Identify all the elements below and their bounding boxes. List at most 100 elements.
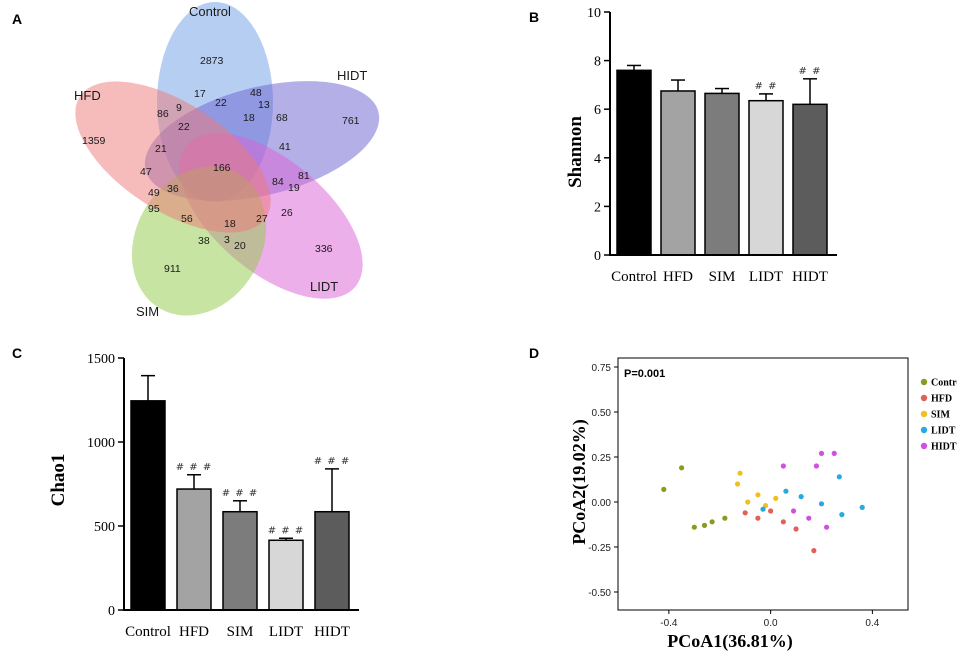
pcoa-plot-frame [617, 357, 909, 611]
pcoa-point-control [722, 515, 728, 521]
pcoa-x-tick-label: -0.4 [660, 618, 678, 629]
pcoa-point-hfd [742, 510, 748, 516]
b-category-label: Control [611, 269, 657, 285]
b-category-label: HFD [663, 269, 693, 285]
pcoa-y-tick-label: 0.75 [592, 363, 612, 374]
venn-value: 166 [213, 162, 231, 174]
c-category-label: LIDT [269, 624, 303, 640]
c-category-label: SIM [227, 624, 254, 640]
venn-label-hidt: HIDT [337, 68, 367, 83]
venn-value: 9 [176, 102, 182, 114]
pcoa-point-lidt [783, 488, 789, 494]
b-y-tick-label: 4 [594, 152, 601, 167]
legend-marker-hidt [920, 442, 928, 450]
pcoa-y-tick-label: -0.50 [588, 588, 611, 599]
venn-value: 22 [215, 97, 227, 109]
venn-value: 17 [194, 88, 206, 100]
c-significance-mark: # # # [176, 462, 213, 473]
b-significance-mark: # # [755, 81, 778, 92]
pcoa-y-tick-label: 0.50 [592, 408, 612, 419]
venn-set-hfd [75, 81, 271, 233]
venn-value: 2873 [200, 55, 224, 67]
venn-value: 26 [281, 207, 293, 219]
venn-value: 36 [167, 183, 179, 195]
venn-value: 1359 [82, 135, 106, 147]
venn-value: 13 [258, 99, 270, 111]
pcoa-x-label: PCoA1(36.81%) [667, 631, 792, 652]
pcoa-point-sim [745, 499, 751, 505]
venn-label-hfd: HFD [74, 88, 101, 103]
pcoa-y-tick-label: 0.00 [592, 498, 612, 509]
venn-label-lidt: LIDT [310, 279, 338, 294]
venn-label-control: Control [189, 4, 231, 19]
venn-region-values: 2873 761 336 911 1359 17 48 13 22 9 86 2… [82, 55, 360, 275]
venn-value: 95 [148, 203, 160, 215]
pcoa-point-hfd [780, 519, 786, 525]
panel-letter-d: D [529, 345, 539, 361]
pcoa-point-hidt [823, 524, 830, 530]
pcoa-point-hidt [806, 515, 812, 521]
pcoa-point-lidt [836, 474, 842, 480]
c-y-tick-label: 1500 [87, 352, 115, 367]
b-bar [704, 92, 740, 256]
venn-value: 56 [181, 213, 193, 225]
pcoa-point-sim [734, 481, 741, 487]
pcoa-point-lidt [760, 506, 766, 512]
legend-label-hidt: HIDT [931, 442, 957, 453]
venn-value: 18 [243, 112, 255, 124]
pcoa-point-sim [762, 503, 769, 509]
legend-label-lidt: LIDT [931, 426, 956, 437]
c-y-tick-label: 500 [94, 520, 115, 535]
b-category-label: HIDT [792, 269, 828, 285]
pcoa-point-control [701, 522, 708, 529]
venn-label-sim: SIM [136, 304, 159, 319]
b-y-tick-label: 10 [587, 6, 601, 21]
venn-value: 81 [298, 170, 310, 182]
venn-diagram: Control HIDT LIDT SIM HFD 2873 761 3 36 9… [74, 2, 380, 319]
legend-label-control: Control [931, 378, 957, 389]
c-y-tick-label: 0 [108, 604, 115, 619]
legend-label-sim: SIM [931, 410, 950, 421]
b-category-label: LIDT [749, 269, 783, 285]
venn-value: 38 [198, 235, 210, 247]
venn-value: 3 [224, 234, 230, 246]
venn-value: 20 [234, 240, 246, 252]
c-significance-mark: # # # [268, 525, 305, 536]
pcoa-y-tick-label: -0.25 [588, 543, 611, 554]
pcoa-point-hfd [811, 548, 817, 554]
b-bar [616, 69, 652, 256]
pcoa-point-sim [773, 495, 779, 501]
venn-value: 48 [250, 87, 262, 99]
pcoa-point-hidt [831, 450, 837, 456]
b-bar [792, 103, 828, 256]
pcoa-point-hidt [813, 463, 820, 469]
b-bar [748, 99, 784, 256]
pcoa-point-sim [755, 492, 761, 498]
c-category-label: Control [125, 624, 171, 640]
c-bar [268, 539, 304, 611]
pcoa-point-lidt [859, 504, 865, 510]
b-y-tick-label: 6 [594, 103, 601, 118]
b-y-tick-label: 0 [594, 249, 601, 264]
c-bar [222, 510, 258, 611]
venn-value: 761 [342, 115, 360, 127]
pcoa-point-sim [737, 470, 743, 476]
pcoa-p-value: P=0.001 [624, 368, 665, 380]
pcoa-point-lidt [839, 511, 845, 518]
c-y-tick-label: 1000 [87, 436, 115, 451]
chao1-bar-chart: 0 500 1000 1500 # # # # # # # # # # # # Contro… [48, 352, 359, 640]
venn-value: 49 [148, 187, 160, 199]
legend-marker-lidt [920, 426, 928, 434]
c-bar [176, 488, 212, 611]
pcoa-point-hidt [780, 463, 786, 469]
legend-marker-control [920, 378, 928, 386]
c-category-label: HFD [179, 624, 209, 640]
pcoa-y-tick-label: 0.25 [592, 453, 612, 464]
pcoa-scatter: P=0.001 -0.4 0.0 0.4 0.75 0.50 0.25 0.00 -0.25 -… [569, 357, 957, 652]
c-significance-mark: # # # [314, 456, 351, 467]
venn-value: 22 [178, 121, 190, 133]
pcoa-point-lidt [818, 501, 825, 507]
legend-marker-sim [920, 410, 928, 418]
pcoa-point-control [678, 465, 685, 471]
